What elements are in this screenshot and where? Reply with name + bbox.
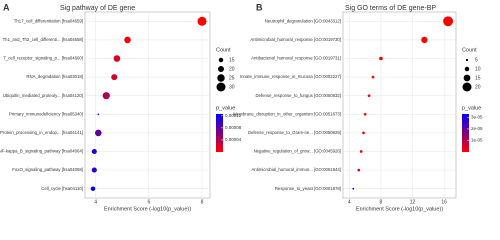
x-tick-label: 8	[380, 199, 383, 205]
bubble	[97, 113, 100, 116]
bubble	[379, 56, 383, 61]
y-tick-label: Primary_immunodeficiency [hsa05340]	[9, 111, 83, 116]
y-tick-label: FoxO_signaling_pathway [hsa04068]	[12, 167, 83, 172]
size-legend-label: 30	[229, 84, 235, 90]
y-tick-label: RNA_degradation [hsa03018]	[26, 74, 83, 79]
y-tick-label: Antibacterial_humoral_response [GO:00197…	[251, 56, 341, 61]
size-legend-key	[218, 66, 224, 72]
bubble	[443, 16, 454, 27]
size-legend-key	[462, 82, 472, 92]
x-tick-label: 4	[94, 199, 97, 205]
y-tick-label: Innate_immune_response_in_mucosa [GO:000…	[240, 74, 341, 79]
y-tick-label: Negative_regulation_of_grow... [GO:00459…	[254, 149, 341, 154]
bubble	[421, 36, 428, 44]
x-tick-label: 6	[147, 199, 150, 205]
color-legend-label: 3e-05	[471, 115, 483, 120]
chart-title: Sig pathway of DE gene	[60, 5, 135, 12]
color-legend-title: p_value	[462, 105, 481, 111]
size-legend-label: 15	[475, 75, 481, 81]
size-legend-label: 15	[229, 57, 235, 63]
x-tick-label: 12	[410, 199, 416, 205]
color-legend-title: p_value	[216, 105, 235, 111]
panel-label: B	[256, 2, 263, 12]
bubble	[124, 36, 131, 44]
size-legend-key	[465, 58, 469, 62]
y-tick-label: Protein_processing_in_endop... [hsa04141…	[0, 130, 83, 135]
y-tick-label: Neutrophil_degranulation [GO:0043312]	[265, 18, 341, 23]
size-legend-key	[463, 74, 471, 82]
bubble	[90, 186, 96, 191]
bubble	[102, 92, 110, 100]
size-legend-label: 25	[229, 75, 235, 81]
bubble	[359, 150, 363, 153]
color-bar	[462, 114, 469, 152]
color-legend-label: 2e-05	[471, 126, 483, 131]
y-tick-label: Antimicrobial_humoral_response [GO:00197…	[250, 37, 341, 42]
y-tick-label: Th17_cell_differentiation [hsa04659]	[14, 18, 83, 23]
panel-label: A	[3, 2, 10, 12]
y-tick-label: NF-kappa_B_signaling_pathway [hsa04064]	[0, 149, 83, 154]
y-tick-label: Cell_cycle [hsa04110]	[41, 186, 83, 191]
size-legend-label: 10	[475, 66, 481, 72]
y-tick-label: Defense_response_to_fungus [GO:0050832]	[255, 93, 341, 98]
x-axis-label: Enrichment Score (-log10(p_value))	[356, 206, 443, 212]
bubble	[363, 112, 367, 116]
color-bar	[216, 114, 223, 152]
bubble	[367, 94, 371, 98]
size-legend-key	[464, 66, 470, 72]
size-legend-key	[218, 57, 224, 63]
size-legend-title: Count	[216, 47, 231, 53]
size-legend-key	[217, 74, 225, 82]
x-tick-label: 4	[348, 199, 351, 205]
y-tick-label: Antimicrobial_humoral_immun... [GO:00618…	[251, 167, 341, 172]
y-tick-label: Ubiquitin_mediated_proteoly... [hsa04120…	[3, 93, 83, 98]
size-legend-label: 5	[475, 57, 478, 63]
y-tick-label: Membrane_disruption_in_other_organism [G…	[233, 111, 341, 116]
color-legend-label: 1e-05	[471, 138, 483, 143]
bubble	[91, 148, 97, 155]
size-legend-title: Count	[462, 47, 477, 53]
y-tick-label: Th1_and_Th2_cell_differenti... [hsa04658…	[3, 37, 83, 42]
color-legend-label: 0.00004	[225, 137, 242, 142]
bubble	[113, 55, 121, 62]
y-tick-label: T_cell_receptor_signaling_p... [hsa04660…	[3, 56, 83, 61]
size-legend-label: 20	[475, 84, 481, 90]
color-legend-label: 0.00012	[225, 113, 242, 118]
x-axis-label: Enrichment Score (-log10(p_value))	[104, 206, 191, 212]
y-tick-label: Defense_response_to_Gram-ne... [GO:00508…	[248, 130, 341, 135]
x-tick-label: 16	[441, 199, 447, 205]
size-legend-key	[216, 82, 226, 92]
bubble	[111, 74, 118, 81]
bubble	[362, 131, 365, 135]
plot-area	[84, 11, 211, 199]
bubble	[357, 168, 361, 172]
plot-area	[342, 11, 457, 199]
y-tick-label: Response_to_yeast [GO:0001878]	[275, 186, 341, 191]
chart-title: Sig GO terms of DE gene-BP	[345, 5, 436, 12]
bubble	[371, 75, 375, 79]
color-legend-label: 0.00008	[225, 125, 242, 130]
size-legend-label: 20	[229, 66, 235, 72]
bubble	[94, 129, 102, 137]
bubble	[91, 167, 97, 173]
bubble	[352, 187, 355, 190]
bubble	[197, 16, 207, 26]
x-tick-label: 8	[201, 199, 204, 205]
